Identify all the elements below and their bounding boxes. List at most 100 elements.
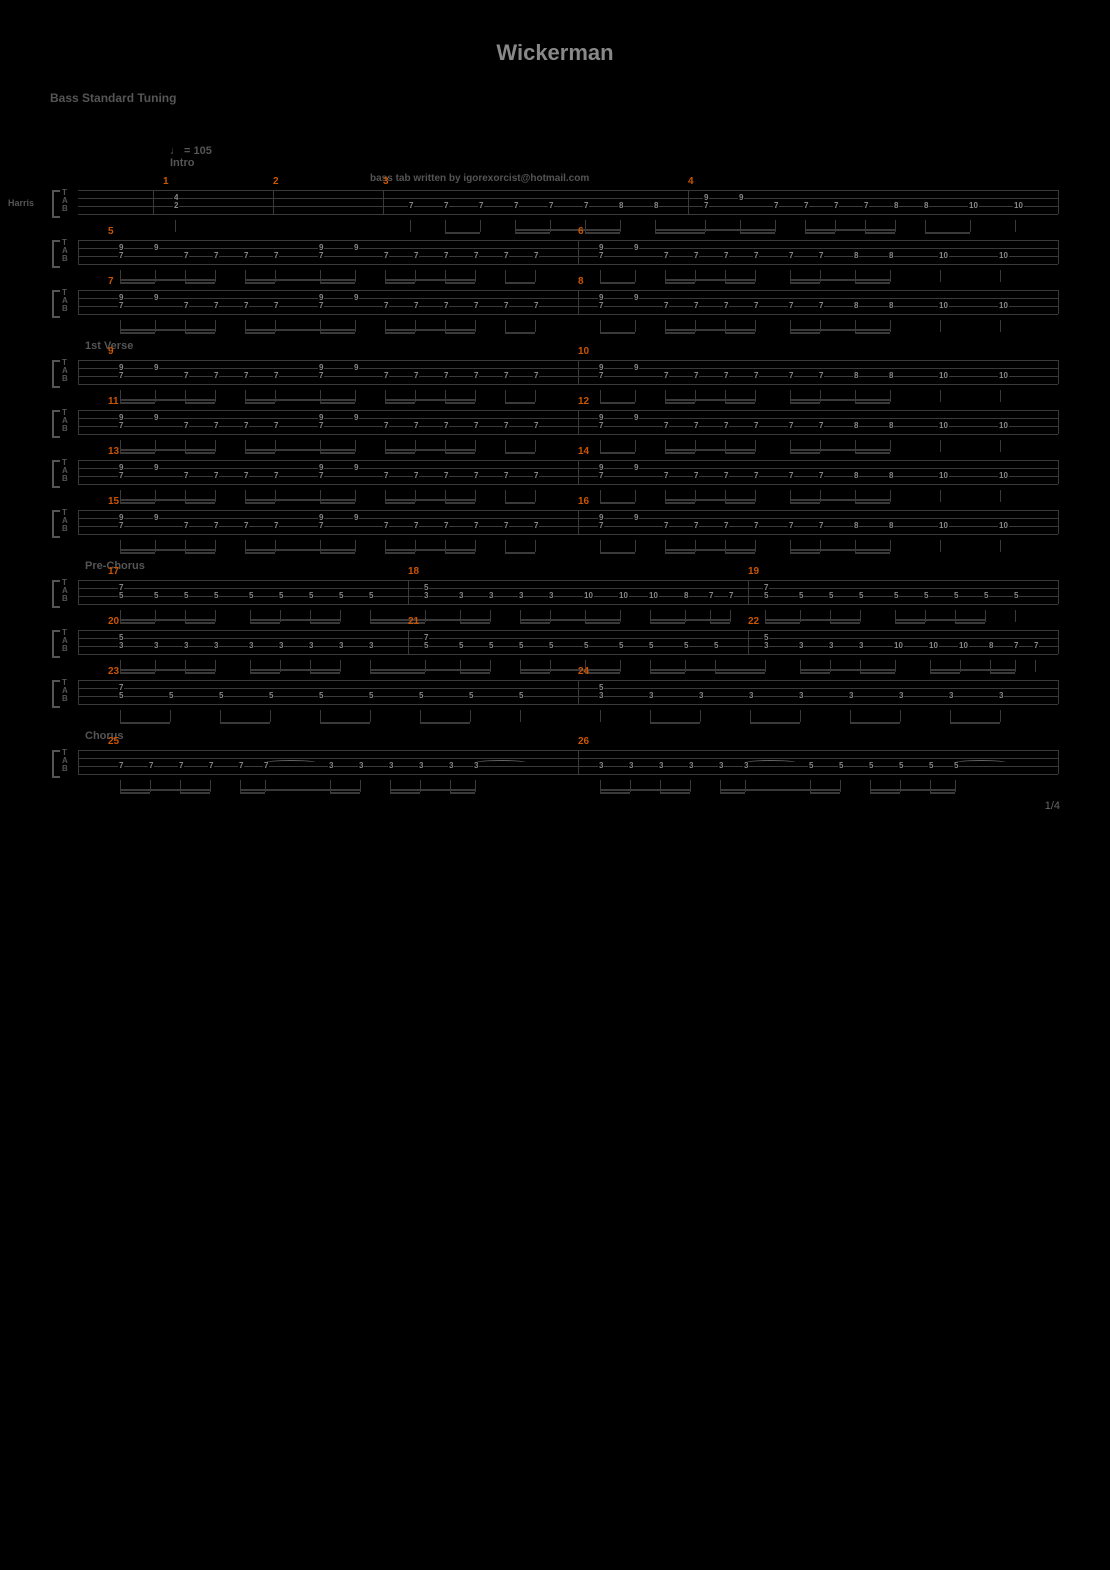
tab-note: 7	[503, 472, 509, 480]
tab-note: 3	[698, 692, 704, 700]
tab-note: 3	[548, 592, 554, 600]
tab-note: 3	[658, 762, 664, 770]
tab-note: 7	[383, 302, 389, 310]
measure-number: 17	[108, 566, 119, 577]
tab-note: 9	[353, 364, 359, 372]
tab-note: 7	[383, 252, 389, 260]
staff-system: ♩ = 105Introbass tab written by igorexor…	[50, 145, 1060, 220]
staff-system: TAB797977779797777778979777777881010	[50, 290, 1060, 320]
tab-note: 8	[888, 252, 894, 260]
tab-note: 7	[703, 202, 709, 210]
tab-note: 7	[723, 302, 729, 310]
tab-note: 7	[818, 372, 824, 380]
tab-note: 5	[898, 762, 904, 770]
tab-note: 7	[693, 422, 699, 430]
tab-note: 7	[443, 302, 449, 310]
string-label: B	[62, 594, 68, 603]
tab-note: 7	[213, 422, 219, 430]
tab-note: 7	[118, 762, 124, 770]
tab-note: 7	[728, 592, 734, 600]
song-title: Wickerman	[50, 40, 1060, 66]
tab-note: 7	[118, 252, 124, 260]
tab-note: 10	[938, 372, 949, 380]
staff-system: TAB15979777797977777716979777777881010	[50, 510, 1060, 540]
measure-number: 16	[578, 496, 589, 507]
tab-note: 7	[318, 522, 324, 530]
string-label: B	[62, 764, 68, 773]
tab-note: 3	[598, 762, 604, 770]
tab-note: 7	[723, 422, 729, 430]
tab-note: 5	[218, 692, 224, 700]
tab-note: 7	[273, 422, 279, 430]
tab-note: 7	[273, 252, 279, 260]
measure-number: 18	[408, 566, 419, 577]
tab-note: 9	[633, 414, 639, 422]
measure-number: 11	[108, 396, 119, 407]
credit-text: bass tab written by igorexorcist@hotmail…	[370, 173, 1060, 184]
tab-note: 10	[893, 642, 904, 650]
tab-note: 9	[633, 364, 639, 372]
tab-note: 7	[273, 302, 279, 310]
tab-note: 7	[478, 202, 484, 210]
tab-note: 7	[818, 522, 824, 530]
measure-number: 1	[163, 176, 169, 187]
tab-note: 7	[383, 422, 389, 430]
tab-note: 9	[153, 414, 159, 422]
tab-note: 5	[1013, 592, 1019, 600]
tab-note: 8	[683, 592, 689, 600]
tab-note: 3	[798, 692, 804, 700]
tab-note: 9	[633, 244, 639, 252]
tab-note: 5	[488, 642, 494, 650]
staff-system: Pre-ChorusTAB177555555555185333331010108…	[50, 560, 1060, 610]
tab-note: 7	[753, 302, 759, 310]
tab-note: 7	[598, 522, 604, 530]
tab-note: 5	[683, 642, 689, 650]
tab-note: 10	[583, 592, 594, 600]
tab-note: 7	[583, 202, 589, 210]
tab-note: 3	[183, 642, 189, 650]
measure-number: 7	[108, 276, 114, 287]
tab-note: 7	[788, 522, 794, 530]
string-label: B	[62, 204, 68, 213]
tab-note: 3	[948, 692, 954, 700]
tab-note: 3	[598, 692, 604, 700]
tab-note: 7	[598, 422, 604, 430]
measure-number: 22	[748, 616, 759, 627]
tab-note: 10	[998, 422, 1009, 430]
tab-page: Wickerman Bass Standard Tuning ♩ = 105In…	[0, 0, 1110, 842]
tab-note: 7	[473, 522, 479, 530]
tab-note: 7	[818, 422, 824, 430]
tab-note: 10	[998, 372, 1009, 380]
tab-note: 7	[243, 252, 249, 260]
tab-note: 7	[413, 252, 419, 260]
tab-note: 7	[413, 302, 419, 310]
section-label: Intro	[170, 157, 1060, 169]
tab-note: 3	[423, 592, 429, 600]
measure-number: 9	[108, 346, 114, 357]
tab-note: 5	[983, 592, 989, 600]
tab-note: 7	[318, 472, 324, 480]
tab-note: 7	[533, 372, 539, 380]
tab-note: 7	[473, 472, 479, 480]
tab-note: 5	[268, 692, 274, 700]
tab-note: 7	[413, 372, 419, 380]
tab-note: 5	[828, 592, 834, 600]
string-label: B	[62, 644, 68, 653]
tab-note: 8	[853, 302, 859, 310]
tab-note: 7	[243, 422, 249, 430]
tab-note: 7	[213, 522, 219, 530]
tab-note: 7	[548, 202, 554, 210]
tab-note: 7	[503, 422, 509, 430]
measure-number: 25	[108, 736, 119, 747]
tab-note: 7	[503, 252, 509, 260]
tab-note: 9	[633, 294, 639, 302]
tab-note: 3	[688, 762, 694, 770]
tab-note: 7	[533, 422, 539, 430]
measure-number: 4	[688, 176, 694, 187]
tab-note: 7	[183, 252, 189, 260]
tab-note: 8	[853, 252, 859, 260]
tab-note: 7	[443, 372, 449, 380]
tab-note: 10	[938, 522, 949, 530]
tab-note: 10	[618, 592, 629, 600]
tab-note: 3	[518, 592, 524, 600]
